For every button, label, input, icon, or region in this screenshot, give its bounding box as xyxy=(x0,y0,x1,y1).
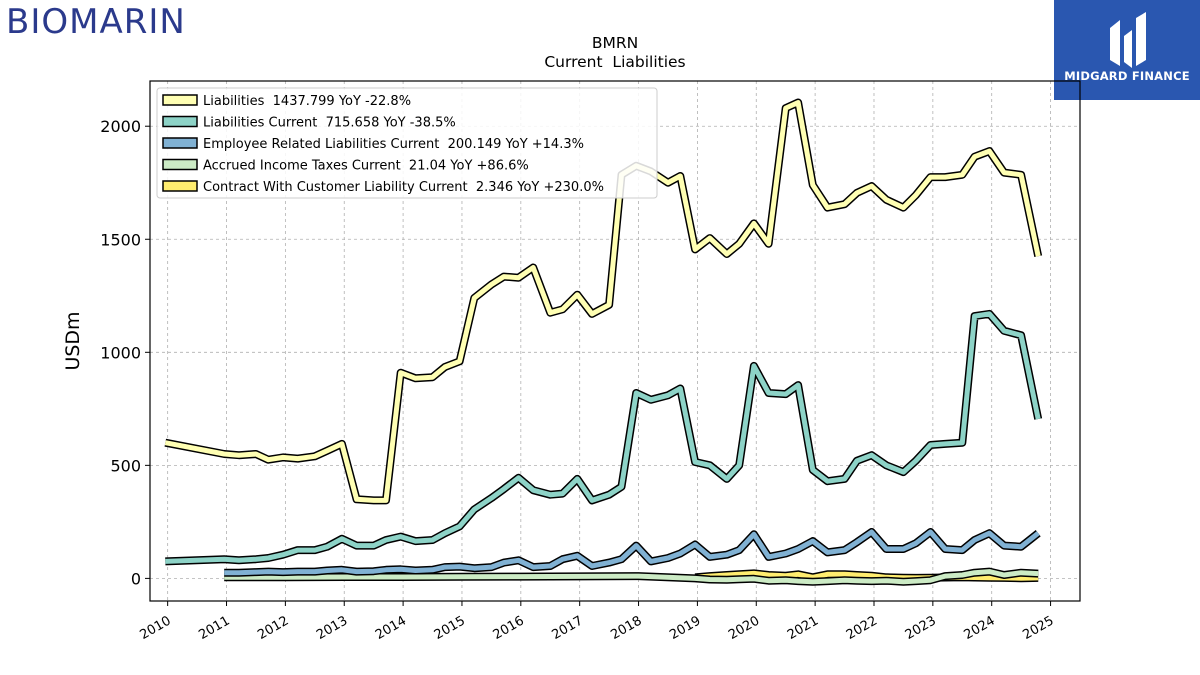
legend-swatch xyxy=(162,137,198,149)
legend-box xyxy=(156,87,658,199)
series-line xyxy=(694,570,1039,581)
y-tick-label: 500 xyxy=(110,456,141,475)
x-tick-label: 2019 xyxy=(667,613,703,643)
series-line xyxy=(224,529,1040,576)
series-outline xyxy=(165,309,1043,566)
y-axis-label: USDm xyxy=(62,311,84,370)
y-tick-label: 1000 xyxy=(100,343,141,362)
legend-entry-label: Accrued Income Taxes Current 21.04 YoY +… xyxy=(203,159,529,174)
x-tick-label: 2023 xyxy=(903,613,939,643)
x-tick-label: 2021 xyxy=(785,613,821,643)
x-tick-label: 2020 xyxy=(726,613,762,643)
x-tick-label: 2017 xyxy=(550,613,586,643)
plot-frame xyxy=(149,80,1081,602)
series-lines xyxy=(164,98,1043,586)
x-tick-label: 2022 xyxy=(844,613,880,643)
y-tick-label: 2000 xyxy=(100,117,141,136)
y-tick-label: 1500 xyxy=(100,230,141,249)
x-tick-label: 2018 xyxy=(608,613,644,643)
midgard-finance-logo: MIDGARD FINANCE xyxy=(1054,0,1200,100)
chart-title: BMRN xyxy=(592,34,638,52)
x-tick-label: 2013 xyxy=(314,613,350,643)
x-tick-label: 2016 xyxy=(491,613,527,643)
midgard-mark-icon xyxy=(1110,12,1146,68)
series-line xyxy=(165,311,1041,564)
x-tick-label: 2015 xyxy=(432,613,468,643)
legend-swatch xyxy=(162,94,198,106)
chart-subtitle: Current Liabilities xyxy=(544,53,685,71)
legend-swatch xyxy=(162,158,198,171)
y-tick-label: 0 xyxy=(131,569,141,588)
legend-entry-label: Liabilities 1437.799 YoY -22.8% xyxy=(203,94,411,109)
legend-swatch xyxy=(162,180,198,192)
legend-entry-label: Liabilities Current 715.658 YoY -38.5% xyxy=(203,116,456,131)
x-tick-label: 2014 xyxy=(373,613,409,643)
biomarin-logo: BIOMARIN xyxy=(6,2,186,42)
legend: Liabilities 1437.799 YoY -22.8% Liabiliti… xyxy=(156,87,658,199)
legend-entry-label: Employee Related Liabilities Current 200… xyxy=(203,137,584,152)
legend-entry-label: Contract With Customer Liability Current… xyxy=(203,180,604,195)
midgard-finance-text: MIDGARD FINANCE xyxy=(1064,69,1190,83)
x-tick-label: 2024 xyxy=(962,613,998,643)
series-line xyxy=(224,569,1039,585)
x-tick-label: 2025 xyxy=(1020,613,1056,643)
legend-swatch xyxy=(162,115,198,128)
x-tick-label: 2011 xyxy=(196,613,232,643)
x-tick-label: 2012 xyxy=(255,613,291,643)
x-tick-label: 2010 xyxy=(137,613,173,643)
